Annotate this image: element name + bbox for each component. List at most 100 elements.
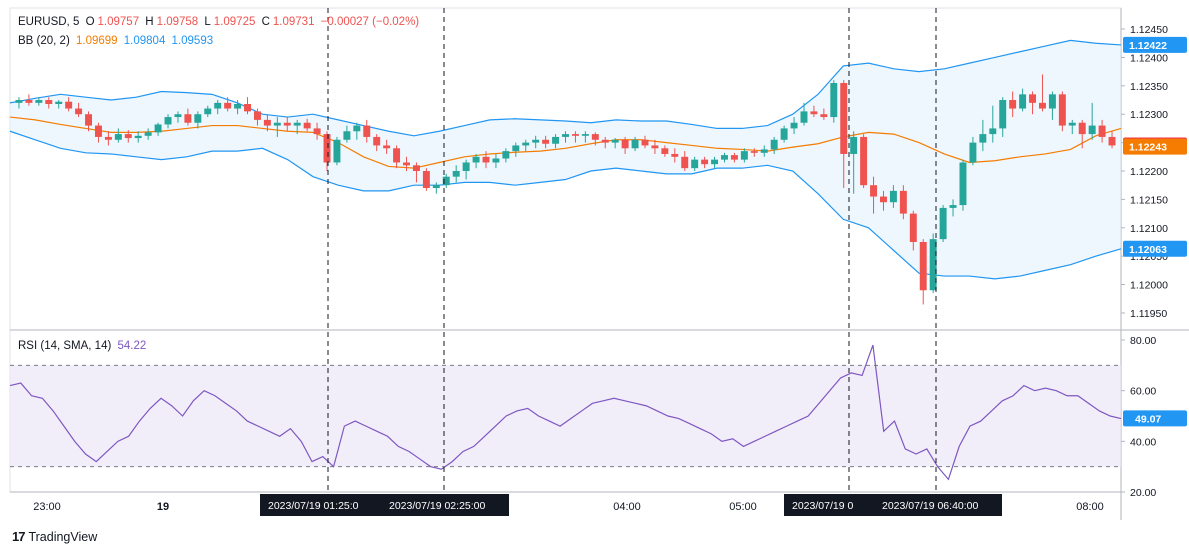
candle-body — [939, 207, 947, 240]
candle-body — [35, 100, 43, 103]
candle-up — [343, 125, 351, 143]
candle-body — [969, 142, 977, 163]
candle-up — [790, 117, 798, 135]
candle-up — [144, 128, 152, 140]
candle-body — [512, 145, 520, 152]
candle-body — [552, 136, 560, 144]
candle-body — [104, 136, 112, 140]
candle-up — [353, 122, 361, 140]
crosshair-time-box — [260, 494, 392, 516]
candle-down — [681, 151, 689, 171]
candle-up — [711, 156, 719, 169]
candle-body — [1048, 94, 1056, 109]
low-value: 1.09725 — [213, 16, 256, 28]
time-label: 05:00 — [729, 501, 757, 513]
bb-label[interactable]: BB (20, 2) — [18, 35, 70, 47]
candle-body — [204, 108, 212, 115]
candle-down — [482, 151, 490, 169]
candle-body — [283, 122, 291, 126]
candle-down — [323, 131, 331, 171]
candle-body — [959, 162, 967, 206]
rsi-label[interactable]: RSI (14, SMA, 14) — [18, 340, 112, 352]
candle-body — [383, 145, 391, 149]
candle-body — [522, 142, 530, 146]
candle-down — [899, 185, 907, 220]
candle-up — [830, 80, 838, 123]
candle-body — [601, 139, 609, 143]
candle-up — [780, 125, 788, 143]
candle-down — [840, 80, 848, 189]
candle-body — [889, 190, 897, 203]
candle-down — [263, 114, 271, 132]
candle-body — [194, 114, 202, 123]
candle-body — [909, 213, 917, 242]
time-label: 19 — [157, 501, 169, 513]
open-value: 1.09757 — [97, 16, 140, 28]
candle-body — [482, 156, 490, 163]
bb-fill — [10, 40, 1121, 279]
candle-body — [790, 122, 798, 129]
candle-body — [780, 128, 788, 140]
rsi-legend: RSI (14, SMA, 14) 54.22 — [18, 340, 149, 352]
close-label: C — [261, 16, 270, 28]
symbol-label[interactable]: EURUSD, 5 — [18, 16, 80, 28]
candle-up — [114, 128, 122, 143]
candle-body — [452, 171, 460, 177]
rsi-band-fill — [10, 365, 1121, 467]
candle-up — [721, 152, 728, 163]
candle-body — [114, 134, 122, 140]
candle-up — [800, 102, 808, 126]
candle-body — [393, 148, 401, 163]
candle-body — [949, 205, 957, 208]
candle-down — [303, 118, 311, 132]
candle-body — [154, 124, 162, 133]
candle-body — [1088, 125, 1096, 135]
candle-down — [1098, 119, 1106, 143]
candle-up — [979, 119, 987, 152]
candle-down — [651, 139, 659, 154]
candle-body — [661, 148, 669, 154]
candle-up — [760, 145, 768, 157]
price-tick-label: 1.11950 — [1130, 308, 1167, 320]
candle-body — [750, 151, 758, 153]
bb-basis-value: 1.09699 — [75, 35, 118, 47]
change-value: −0.00027 (−0.02%) — [320, 16, 420, 28]
candle-body — [681, 156, 689, 169]
price-badge — [1123, 36, 1187, 53]
candle-body — [214, 102, 222, 109]
candle-down — [750, 148, 758, 157]
price-tick-label: 1.12150 — [1130, 194, 1168, 206]
rsi-badge-label: 49.07 — [1135, 413, 1161, 425]
rsi-line — [9, 344, 1122, 481]
bb-basis-line — [9, 116, 1122, 169]
candle-body — [224, 102, 232, 109]
candle-down — [403, 156, 410, 171]
candle-body — [144, 132, 152, 136]
branding[interactable]: 17 TradingView — [12, 529, 97, 544]
candle-up — [552, 134, 560, 149]
high-label: H — [145, 16, 154, 28]
candle-body — [840, 82, 848, 154]
candle-body — [919, 241, 927, 291]
candle-body — [303, 122, 311, 129]
candle-up — [55, 100, 63, 109]
candle-down — [730, 152, 738, 163]
ohlc-legend: EURUSD, 5 O 1.09757 H 1.09758 L 1.09725 C 1.… — [18, 16, 422, 28]
candle-up — [989, 105, 997, 143]
candle-body — [1108, 136, 1116, 146]
candle-down — [383, 139, 391, 154]
candle-up — [333, 136, 341, 166]
candle-body — [899, 190, 907, 214]
candle-body — [870, 185, 878, 197]
candle-up — [581, 131, 589, 143]
candle-body — [740, 151, 748, 160]
candle-up — [740, 148, 748, 163]
close-value: 1.09731 — [272, 16, 315, 28]
candle-body — [860, 136, 868, 186]
candle-up — [174, 111, 182, 123]
time-label: 08:00 — [1076, 501, 1104, 513]
candle-down — [701, 156, 709, 169]
candle-down — [363, 119, 371, 143]
candle-body — [313, 128, 321, 135]
